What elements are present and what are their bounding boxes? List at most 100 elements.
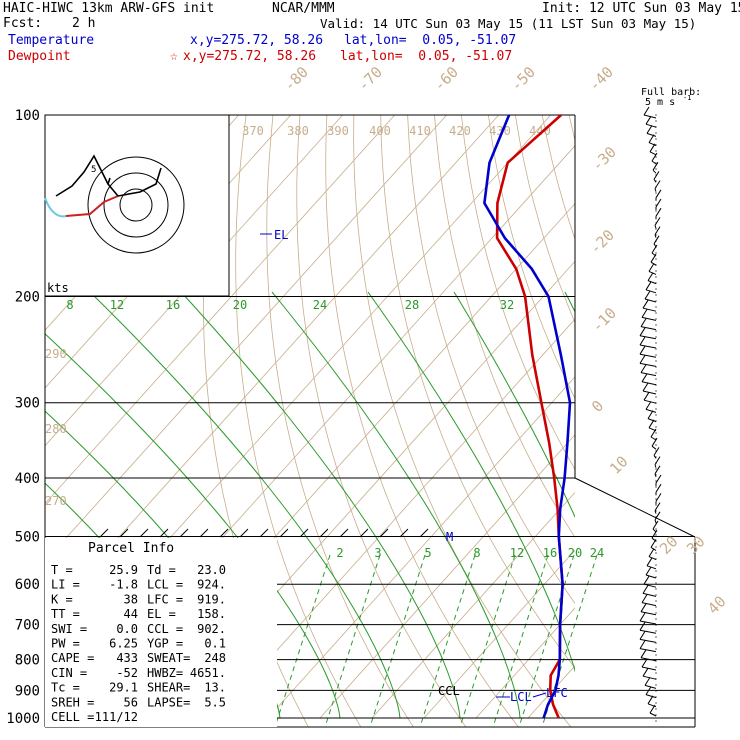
mixing-ratio-label: 24 [590,546,604,560]
wind-barb [653,455,657,459]
wind-barb [645,408,657,413]
isotherm-label: -20 [586,226,618,258]
wind-barb-flag [654,226,661,235]
pressure-tick-label: 300 [15,396,40,412]
freezing-hatch [319,528,329,538]
wind-barb [652,528,657,533]
wind-barb-flag [650,253,657,263]
isotherm-label: -40 [585,63,617,95]
wind-barb-flag [639,612,646,622]
wind-barb-flag [646,557,653,567]
wind-barb [649,712,657,717]
theta-label: 430 [489,124,511,138]
wind-barb-flag [645,401,652,410]
wind-barb-flag [642,667,649,677]
wind-barb-flag [651,152,658,162]
temperature-legend: Temperature [8,33,95,48]
dry-adiabat-line [325,115,519,727]
dry-adiabat-line [296,115,467,727]
isotherm-label: 10 [606,452,632,478]
mixing-ratio-label: 3 [374,546,381,560]
dry-adiabat-line [590,87,740,730]
wind-barb [644,298,657,303]
mixing-ratio-line [274,554,331,727]
wind-barb [639,335,657,340]
dry-adiabat-line [487,115,575,400]
freezing-hatch [259,528,269,538]
m-annotation: M [446,530,453,544]
wind-barb [654,225,657,229]
wind-barb-flag [639,345,646,355]
wind-barb [639,362,657,367]
hodograph-ring [103,172,169,238]
mixing-ratio-line [369,554,426,727]
temperature-trace [495,114,564,719]
wind-barb [651,445,657,450]
wind-barb [641,602,657,607]
parcel-label: HWBZ= [147,666,183,680]
wind-barb-flag [648,548,655,557]
pressure-tick-label: 800 [15,653,40,669]
dewpoint-trace [483,114,572,719]
freezing-hatch [279,528,289,538]
parcel-value: 23.0 [197,563,226,577]
wind-barb [640,326,657,331]
pressure-tick-label: 500 [15,529,40,545]
pressure-tick-label: 600 [15,577,40,593]
wind-barb [647,418,657,423]
dry-adiabat-line [668,87,740,730]
parcel-label: LFC = [147,592,183,606]
pressure-tick-label: 200 [15,290,40,306]
isotherm-line [45,115,343,447]
mixing-ratio-label: 5 [424,546,431,560]
wind-barb-flag [642,299,649,309]
parcel-value: 111/12 [95,710,138,724]
wind-barb [651,160,657,165]
valid-time: Valid: 14 UTC Sun 03 May 15 (11 LST Sun … [320,16,697,31]
wind-barb [654,510,657,514]
lfc-annotation: LFC [546,686,568,700]
barb-header-line1: Full barb: [641,87,701,98]
isotherm-line [215,318,575,719]
wind-barb [650,436,657,441]
barb-header-sup: -1 [683,94,691,102]
freezing-hatch [179,528,189,538]
wind-barb-flag [644,677,651,686]
wind-barb-flag [645,686,652,695]
parcel-label: Td = [147,563,176,577]
theta-label: 370 [242,124,264,138]
parcel-label: PW = [51,637,80,651]
plot-wedge-border [574,477,696,538]
dewpoint-legend: Dewpoint [8,49,71,64]
freezing-hatch [139,528,149,538]
lcl-annotation: LCL [510,690,532,704]
theta-label: 400 [369,124,391,138]
isotherm-line [684,115,740,718]
isotherm-label: 0 [588,397,607,416]
mixing-ratio-label: 32 [500,298,514,312]
mixing-ratio-line [324,554,381,727]
parcel-value: 248 [204,651,226,665]
parcel-label: CCL = [147,622,183,636]
wind-barb-flag [643,106,650,116]
parcel-value: 924. [197,578,226,592]
freezing-hatch [219,528,229,538]
hodograph-marker: 5 [91,165,96,175]
dewpoint-marker-icon: ☆ [170,49,178,64]
dry-adiabat-line [568,115,575,142]
wind-barb [643,583,657,588]
dewpoint-xy: x,y=275.72, 58.26 [183,49,317,64]
isotherm-line [371,491,575,719]
wind-barb-flag [641,594,648,603]
wind-barb-flag [649,143,656,153]
mixing-ratio-label: 2 [336,546,343,560]
moist-adiabat-line [45,333,341,719]
dry-adiabat-line [541,115,575,241]
wind-barb-flag [654,217,661,226]
parcel-label: LAPSE= [147,695,190,709]
isotherm-label: -10 [588,304,620,336]
wind-barb [640,611,657,616]
wind-barb [641,666,657,671]
wind-barb-flag [648,263,655,272]
wind-barb-flag [652,520,659,530]
